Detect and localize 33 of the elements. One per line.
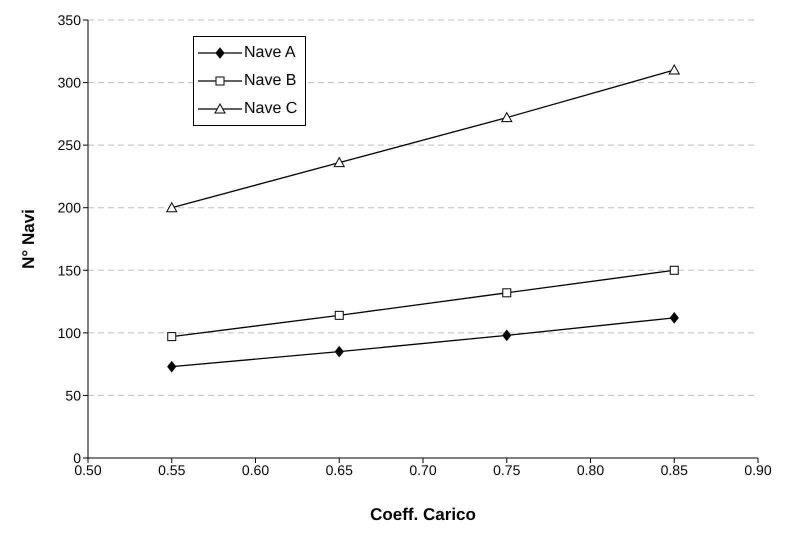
point xyxy=(502,288,512,298)
x-tick-label: 0.85 xyxy=(660,462,688,478)
y-tick-label: 200 xyxy=(58,200,82,216)
point xyxy=(167,361,176,372)
y-tick-label: 100 xyxy=(58,324,82,341)
y-tick-label: 150 xyxy=(58,262,82,278)
point xyxy=(668,64,680,75)
x-tick-label: 0.55 xyxy=(158,462,186,478)
point xyxy=(670,266,679,275)
point xyxy=(501,112,512,122)
point xyxy=(334,346,344,358)
x-tick-label: 0.90 xyxy=(744,462,772,478)
y-axis-title: N° Navi xyxy=(19,209,38,269)
y-tick-label: 300 xyxy=(58,74,82,91)
x-tick-label: 0.75 xyxy=(493,462,521,478)
x-tick-label: 0.80 xyxy=(576,462,604,478)
x-tick-label: 0.70 xyxy=(409,462,437,478)
y-tick-label: 0 xyxy=(73,450,82,466)
y-tick-label: 50 xyxy=(65,387,82,404)
point xyxy=(334,310,344,320)
point xyxy=(166,202,178,212)
legend-label: Nave B xyxy=(244,72,296,90)
x-tick-label: 0.65 xyxy=(326,462,354,478)
x-tick-label: 0.60 xyxy=(242,462,270,478)
point xyxy=(670,312,679,324)
legend-label: Nave A xyxy=(244,44,296,62)
y-tick-label: 350 xyxy=(58,12,82,28)
point xyxy=(167,332,176,342)
point xyxy=(502,330,512,341)
x-axis-title: Coeff. Carico xyxy=(370,505,476,524)
point xyxy=(334,157,345,168)
legend-label: Nave C xyxy=(244,100,298,118)
y-tick-label: 250 xyxy=(58,137,82,154)
